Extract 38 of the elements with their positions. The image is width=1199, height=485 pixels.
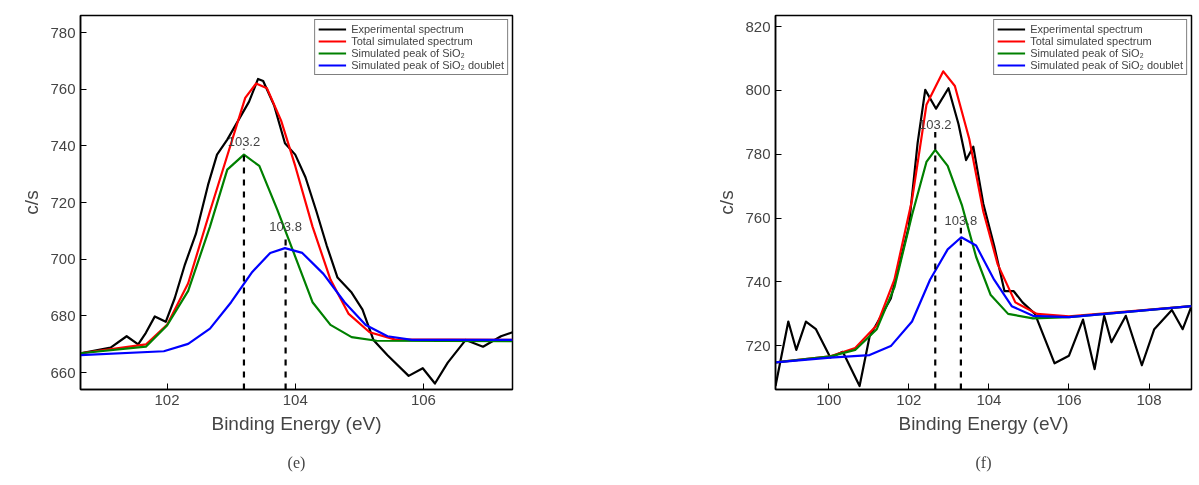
y-tick-label: 660 — [50, 363, 76, 381]
legend-label: Simulated peak of SiO₂ — [351, 47, 465, 59]
legend-label: Total simulated spectrum — [351, 35, 473, 47]
y-tick-label: 720 — [745, 336, 771, 354]
line-series — [775, 236, 1192, 364]
x-tick-label: 104 — [282, 390, 308, 408]
x-tick-label: 104 — [976, 390, 1002, 408]
text: (e) — [287, 453, 306, 472]
line-series — [80, 247, 513, 357]
y-tick-label: 740 — [745, 272, 771, 290]
legend-label: Experimental spectrum — [1030, 23, 1143, 35]
y-tick-label: 820 — [745, 17, 771, 35]
x-tick-label: 100 — [816, 390, 842, 408]
x-axis-title: Binding Energy (eV) — [211, 412, 382, 434]
legend-label: Simulated peak of SiO₂ doublet — [351, 59, 504, 71]
x-tick-label: 102 — [154, 390, 180, 408]
x-tick-label: 106 — [410, 390, 436, 408]
y-axis-title: c/s — [21, 190, 43, 215]
y-tick-label: 760 — [50, 80, 76, 98]
y-tick-label: 720 — [50, 193, 76, 211]
y-tick-label: 740 — [50, 136, 76, 154]
x-tick-label: 106 — [1056, 390, 1082, 408]
line-series — [80, 153, 513, 355]
y-tick-label: 700 — [50, 250, 76, 268]
y-tick-label: 680 — [50, 306, 76, 324]
legend-label: Simulated peak of SiO₂ doublet — [1030, 59, 1183, 71]
y-tick-label: 780 — [745, 145, 771, 163]
y-tick-label: 760 — [745, 209, 771, 227]
y-axis-title: c/s — [716, 190, 738, 215]
legend-label: Total simulated spectrum — [1030, 35, 1152, 47]
legend-label: Experimental spectrum — [351, 23, 464, 35]
x-tick-label: 102 — [896, 390, 922, 408]
y-tick-label: 780 — [50, 23, 76, 41]
text: (f) — [975, 453, 992, 472]
x-axis-title: Binding Energy (eV) — [898, 412, 1069, 434]
x-tick-label: 108 — [1136, 390, 1162, 408]
y-tick-label: 800 — [745, 81, 771, 99]
legend-label: Simulated peak of SiO₂ — [1030, 47, 1144, 59]
